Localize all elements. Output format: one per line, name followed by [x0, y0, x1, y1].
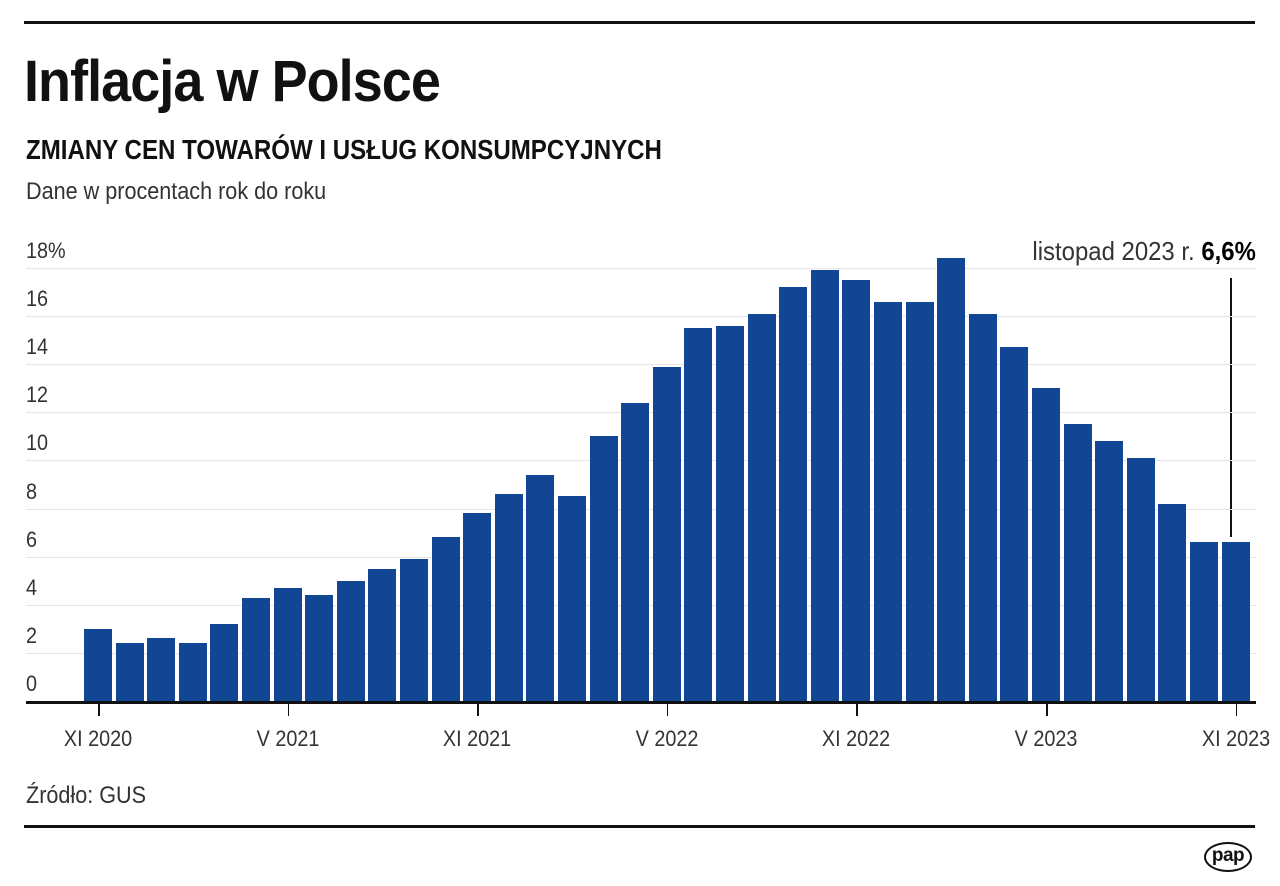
bar-iv-2021: [242, 597, 270, 701]
bar-xi-2020: [84, 628, 112, 701]
bar-viii-2022: [747, 313, 776, 701]
bar-v-2023: [1032, 388, 1060, 701]
y-tick-label: 6: [26, 526, 38, 552]
bar-v-2022: [652, 366, 681, 701]
bar-viii-2023: [1126, 457, 1155, 701]
bar-xii-2022: [874, 301, 902, 701]
bar-iv-2022: [621, 402, 650, 701]
top-rule: [24, 21, 1255, 24]
bar-vii-2021: [336, 580, 365, 701]
y-tick-label: 4: [26, 574, 38, 600]
bar-iv-2023: [1000, 347, 1029, 701]
bar-vii-2022: [716, 325, 744, 701]
bar-iii-2021: [210, 624, 239, 701]
bar-vi-2022: [684, 328, 713, 701]
bar-x-2021: [431, 537, 460, 701]
chart-subtitle: ZMIANY CEN TOWARÓW I USŁUG KONSUMPCYJNYC…: [26, 134, 662, 165]
x-tick-label: XI 2022: [822, 726, 891, 751]
latest-value-callout: listopad 2023 r. 6,6%: [1033, 236, 1256, 267]
x-tick-label: V 2021: [256, 726, 319, 751]
x-tick-label: XI 2023: [1201, 726, 1270, 751]
x-tick-label: V 2022: [635, 726, 699, 751]
bar-iii-2023: [968, 313, 997, 701]
x-tick: [856, 704, 858, 716]
y-tick-label: 14: [26, 334, 49, 360]
bar-xi-2022: [842, 279, 871, 701]
bar-i-2021: [147, 638, 176, 701]
x-tick: [1046, 704, 1048, 716]
y-tick-label: 10: [26, 430, 49, 456]
pap-logo: pap: [1204, 842, 1252, 872]
callout-value: 6,6%: [1201, 236, 1256, 266]
x-axis-line: [26, 701, 1256, 704]
bar-ix-2021: [400, 559, 428, 701]
y-tick-label: 18%: [26, 237, 66, 263]
bar-ix-2022: [779, 287, 808, 701]
gridline: [26, 267, 1256, 269]
bar-iii-2022: [589, 436, 618, 701]
y-tick-label: 0: [26, 671, 38, 696]
bar-viii-2021: [368, 568, 397, 701]
bar-vi-2021: [305, 595, 334, 701]
y-tick-label: 8: [26, 478, 38, 504]
callout-leader-line: [1230, 278, 1232, 537]
bar-i-2023: [905, 301, 934, 701]
source-note: Źródło: GUS: [26, 782, 147, 809]
bar-xi-2021: [463, 513, 492, 701]
x-tick-label: V 2023: [1014, 726, 1078, 751]
bar-v-2021: [273, 587, 302, 701]
bar-x-2023: [1190, 542, 1218, 701]
x-tick-label: XI 2020: [63, 726, 133, 751]
x-tick: [666, 704, 669, 716]
bar-xi-2023: [1221, 542, 1250, 701]
bar-i-2022: [526, 474, 555, 701]
y-tick-label: 16: [26, 286, 49, 312]
bar-vi-2023: [1063, 424, 1092, 701]
bar-xii-2020: [115, 643, 144, 701]
bar-vii-2023: [1095, 441, 1124, 701]
gridline: [26, 364, 1256, 366]
y-tick-label: 2: [26, 622, 38, 648]
bar-ii-2022: [558, 496, 586, 701]
bar-ix-2023: [1158, 503, 1187, 701]
x-tick: [98, 704, 100, 716]
x-tick: [477, 704, 479, 716]
chart-title: Inflacja w Polsce: [24, 49, 441, 114]
x-tick: [287, 704, 290, 716]
bar-ii-2021: [178, 643, 207, 701]
y-tick-label: 12: [26, 382, 49, 408]
callout-label: listopad 2023 r.: [1032, 236, 1195, 266]
chart-unit-note: Dane w procentach rok do roku: [26, 178, 327, 205]
bar-xii-2021: [494, 494, 523, 701]
gridline: [26, 316, 1256, 318]
x-tick: [1235, 704, 1238, 716]
bar-chart: listopad 2023 r. 6,6% 0 2 4 6 8 10 12 14 16 18% XI…: [0, 230, 1280, 770]
x-tick-label: XI 2021: [443, 726, 512, 751]
bottom-rule: [24, 825, 1255, 828]
bar-x-2022: [810, 270, 839, 701]
bar-ii-2023: [937, 258, 966, 701]
